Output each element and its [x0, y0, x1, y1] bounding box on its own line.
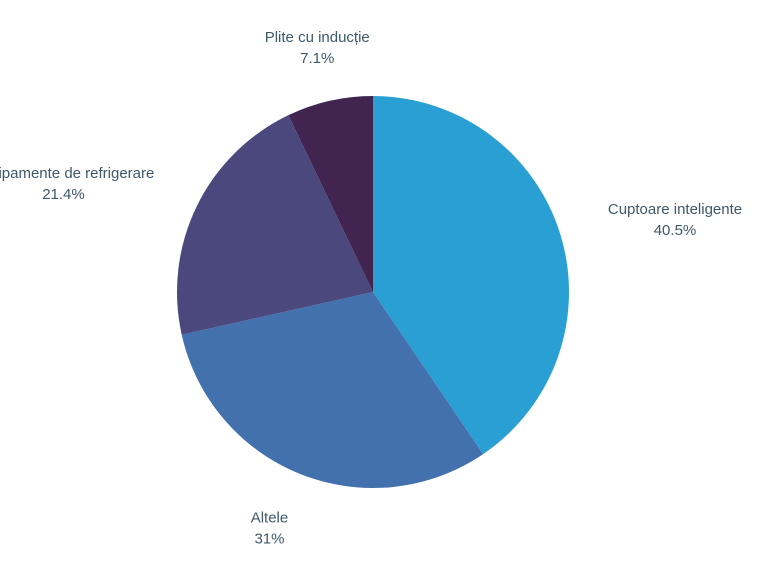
pie-label-cuptoare-inteligente: Cuptoare inteligente: [608, 201, 742, 218]
pie-slice-plite-cu-inductie: [288, 96, 373, 292]
pie-value-cuptoare-inteligente: 40.5%: [654, 222, 697, 239]
pie-slices: [177, 96, 569, 488]
pie-label-echipamente-de-refrigerare: Echipamente de refrigerare: [0, 165, 154, 182]
pie-slice-altele: [181, 292, 484, 488]
pie-label-altele: Altele: [251, 509, 289, 526]
pie-value-echipamente-de-refrigerare: 21.4%: [42, 186, 85, 203]
pie-value-plite-cu-inductie: 7.1%: [300, 50, 334, 67]
pie-label-plite-cu-inductie: Plite cu inducție: [265, 29, 370, 46]
pie-labels: Cuptoare inteligente 40.5% Altele 31% Echipa…: [0, 29, 742, 547]
pie-value-altele: 31%: [254, 530, 284, 547]
pie-slice-echipamente-de-refrigerare: [177, 115, 373, 335]
pie-slice-cuptoare-inteligente: [373, 96, 569, 455]
